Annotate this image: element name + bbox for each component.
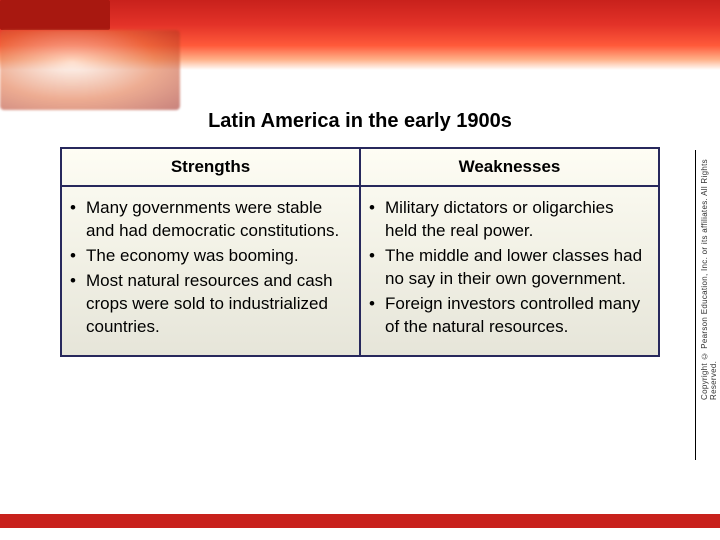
column-header-strengths: Strengths — [62, 149, 361, 185]
divider-line — [695, 150, 696, 460]
column-header-weaknesses: Weaknesses — [361, 149, 658, 185]
table-header-row: Strengths Weaknesses — [62, 149, 658, 187]
strengths-list: Many governments were stable and had dem… — [70, 197, 351, 339]
bottom-bar — [0, 514, 720, 528]
list-item: Most natural resources and cash crops we… — [70, 270, 351, 339]
list-item: Foreign investors controlled many of the… — [369, 293, 650, 339]
slide-content: Latin America in the early 1900s Strengt… — [60, 110, 660, 357]
list-item: The economy was booming. — [70, 245, 351, 268]
comparison-table: Strengths Weaknesses Many governments we… — [60, 147, 660, 357]
top-banner — [0, 0, 720, 70]
list-item: Many governments were stable and had dem… — [70, 197, 351, 243]
table-body-row: Many governments were stable and had dem… — [62, 187, 658, 355]
copyright-text: Copyright © Pearson Education, Inc. or i… — [700, 140, 718, 400]
list-item: The middle and lower classes had no say … — [369, 245, 650, 291]
weaknesses-list: Military dictators or oligarchies held t… — [369, 197, 650, 339]
list-item: Military dictators or oligarchies held t… — [369, 197, 650, 243]
cell-strengths: Many governments were stable and had dem… — [62, 187, 361, 355]
cell-weaknesses: Military dictators or oligarchies held t… — [361, 187, 658, 355]
slide-title: Latin America in the early 1900s — [60, 110, 660, 133]
